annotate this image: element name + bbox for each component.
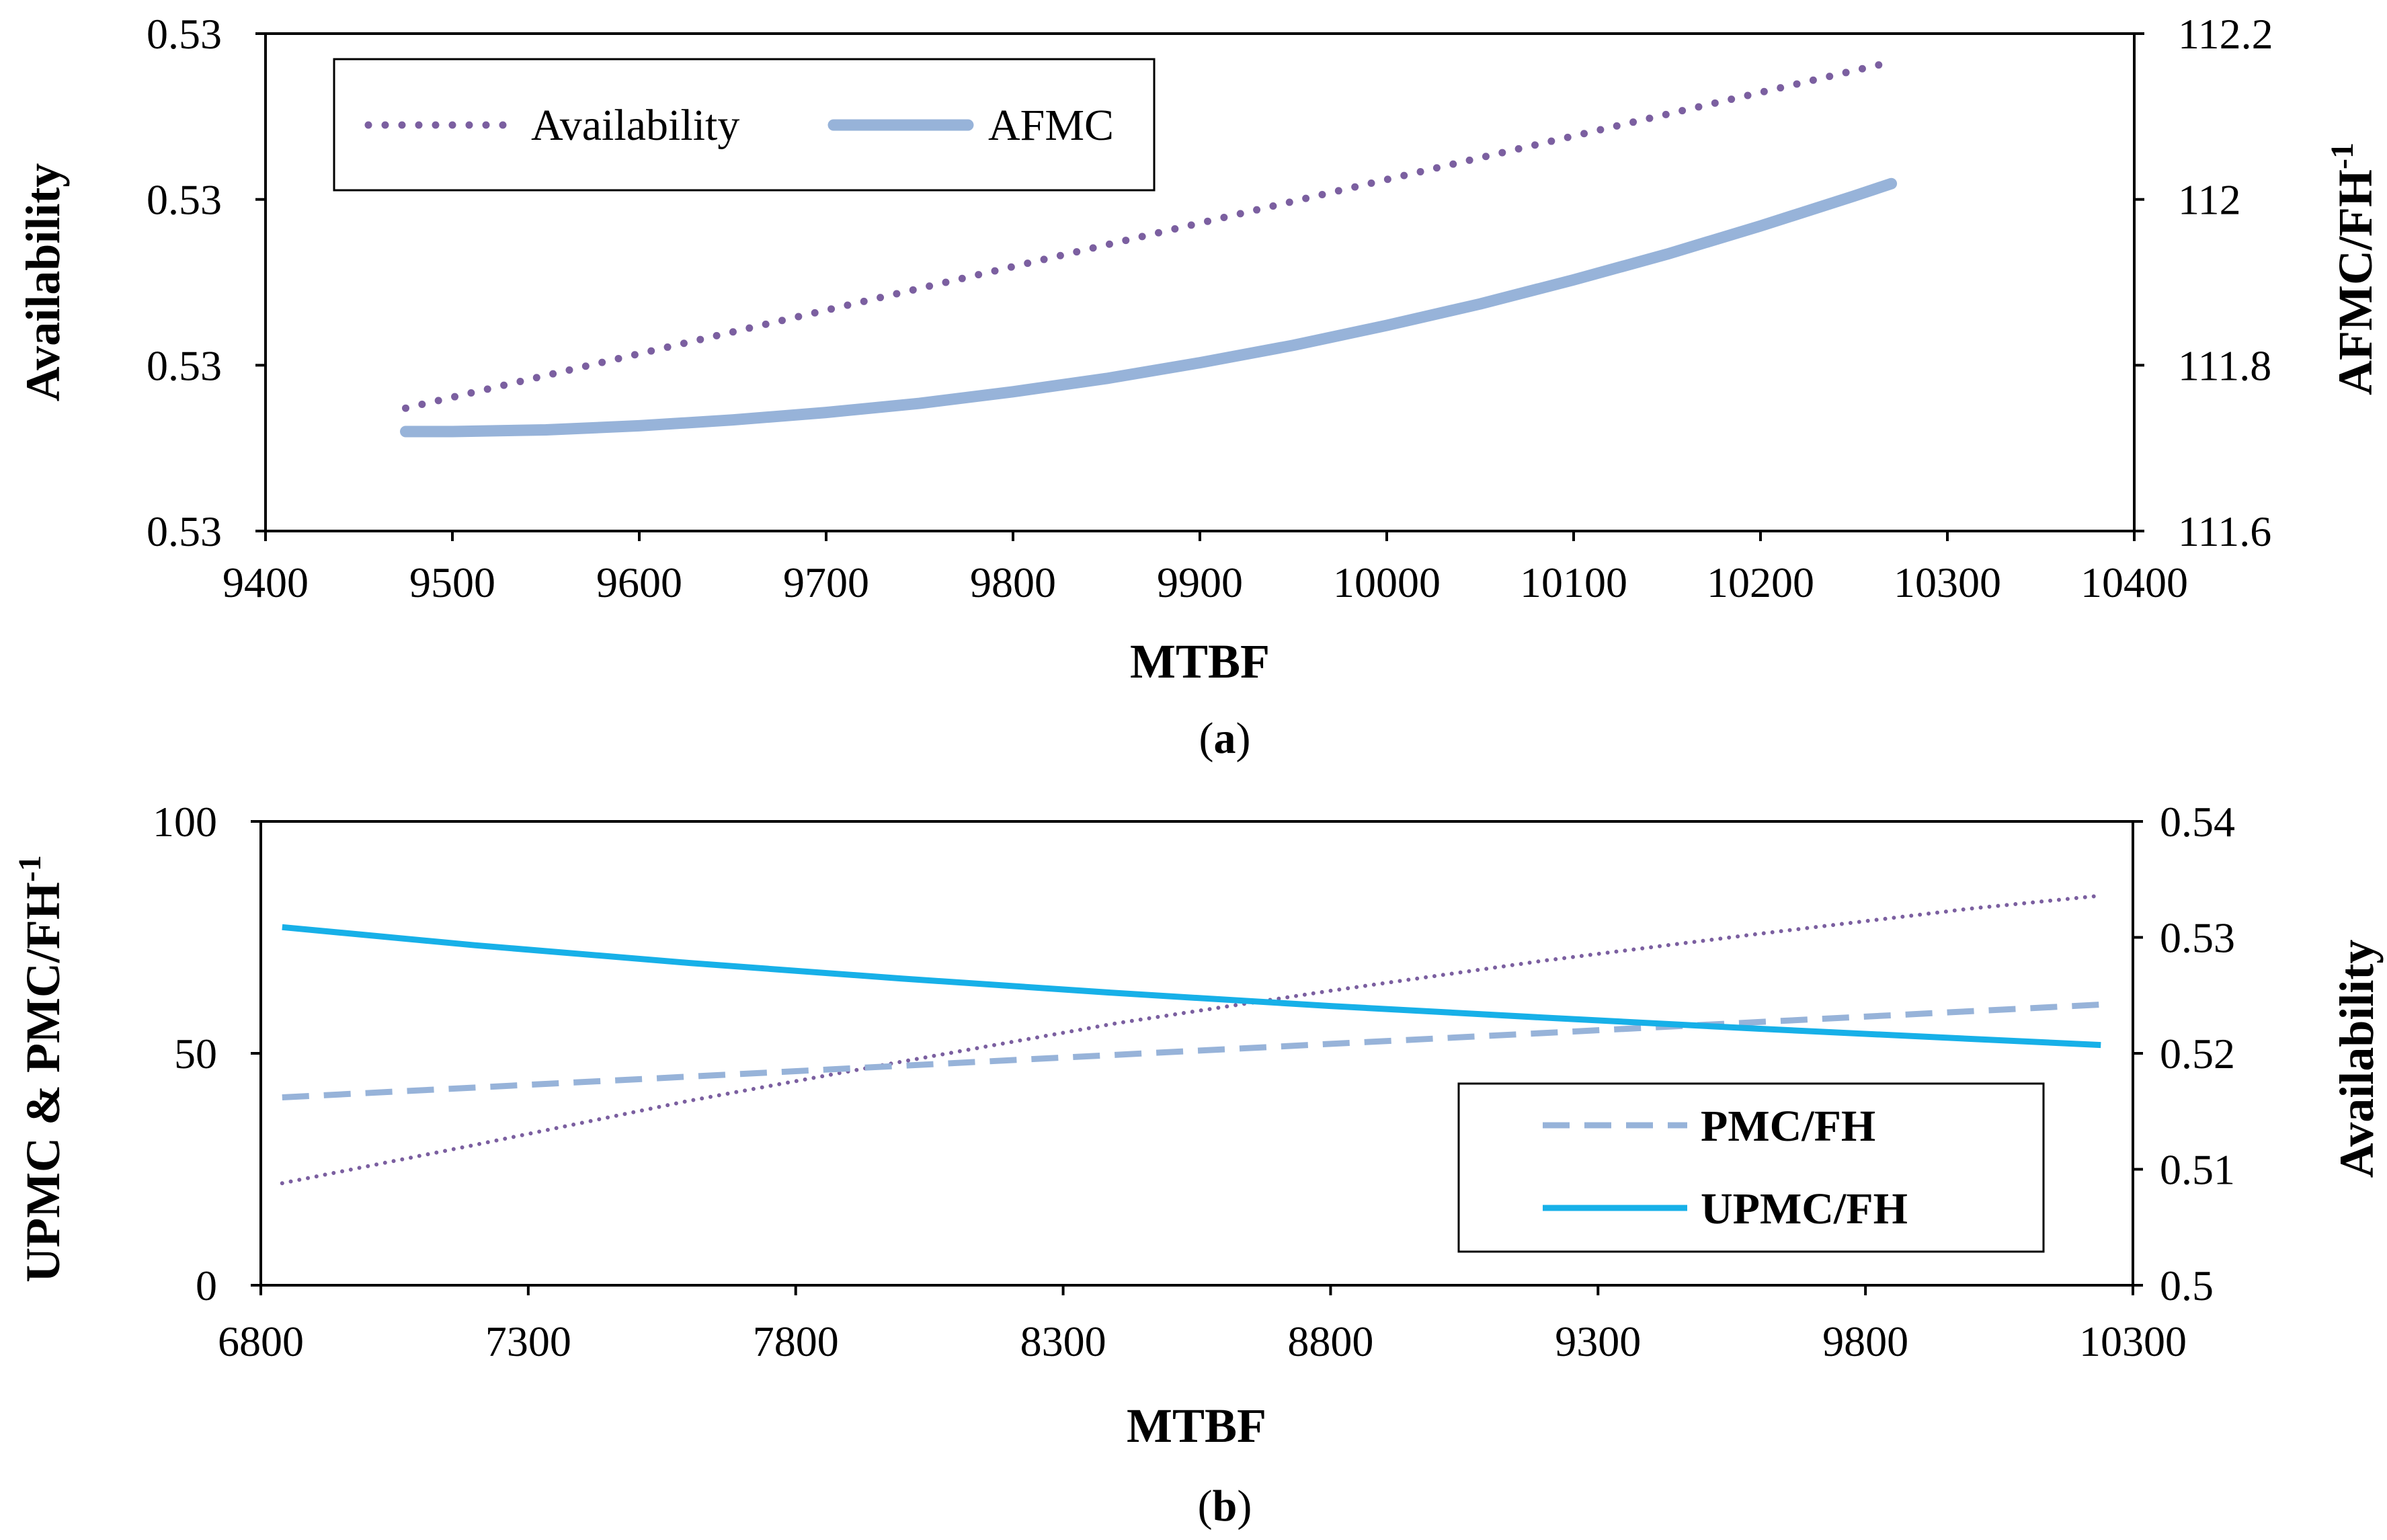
x-tick-label-b: 10300 [2079,1318,2187,1365]
y-right-tick-label-a: 112 [2178,176,2241,224]
y-right-tick-label-b: 0.53 [2160,914,2235,962]
y-right-tick-label-b: 0.51 [2160,1146,2235,1194]
x-axis-title-a: MTBF [1130,635,1270,688]
x-tick-label-a: 9900 [1157,559,1243,606]
x-tick-label-a: 9800 [970,559,1056,606]
series-b [280,893,2103,1186]
series-line-pmc-b [282,1002,2101,1100]
x-tick-labels-b: 6800 7300 7800 8300 8800 9300 9800 10300 [218,1318,2187,1365]
y-right-tick-label-b: 0.52 [2160,1030,2235,1078]
legend-box-b [1457,1082,2045,1253]
y-axis-title-left-a: Availability [16,163,70,402]
series-a [400,58,1898,438]
x-tick-label-b: 8300 [1020,1318,1106,1365]
y-axis-title-left-b: UPMC & PMC/FH-1 [12,855,70,1283]
x-tick-label-a: 9500 [409,559,495,606]
x-tick-label-a: 10300 [1894,559,2001,606]
y-axis-title-right-a-sup: -1 [2324,143,2360,169]
x-tick-label-a: 10000 [1333,559,1441,606]
panel-label-b: (b) [1198,1482,1252,1531]
series-line-upmc-b [282,924,2101,1049]
y-axis-title-right-a: AFMC/FH-1 [2324,143,2382,395]
y-axis-title-right-b: Availability [2330,940,2384,1178]
x-tick-label-a: 10400 [2080,559,2188,606]
y-right-tick-labels-a: 111.6 111.8 112 112.2 [2178,10,2273,555]
panel-label-a-letter: a [1214,714,1236,763]
x-tick-label-b: 6800 [218,1318,304,1365]
legend-label-afmc-a: AFMC [988,101,1114,150]
x-tick-label-b: 8800 [1287,1318,1373,1365]
x-tick-label-a: 9600 [596,559,682,606]
panel-b: 6800 7300 7800 8300 8800 9300 9800 10300 0 50 100… [12,798,2384,1531]
y-left-tick-label-b: 50 [174,1030,217,1078]
legend-label-pmc-b: PMC/FH [1701,1102,1875,1151]
y-axis-title-left-b-sup: -1 [12,855,48,882]
y-left-tick-label-a: 0.53 [147,176,222,224]
y-right-tick-labels-b: 0.5 0.51 0.52 0.53 0.54 [2160,798,2235,1309]
x-tick-label-b: 7300 [485,1318,571,1365]
y-left-tick-label-a: 0.53 [147,341,222,389]
x-axis-title-b: MTBF [1127,1399,1266,1453]
y-left-tick-labels-a: 0.53 0.53 0.53 0.53 [147,10,222,555]
legend-b: PMC/FH UPMC/FH [1457,1082,2045,1253]
y-right-tick-label-b: 0.54 [2160,798,2235,846]
y-right-tick-label-a: 111.6 [2178,508,2271,555]
x-tick-label-b: 9300 [1555,1318,1641,1365]
y-left-tick-label-a: 0.53 [147,508,222,555]
x-tick-label-a: 10200 [1707,559,1814,606]
y-right-tick-label-a: 112.2 [2178,10,2273,58]
tick-marks-a [255,32,2144,541]
tick-marks-b [251,820,2143,1295]
x-tick-labels-a: 9400 9500 9600 9700 9800 9900 10000 10100 10200 1… [222,559,2188,606]
panel-a: 9400 9500 9600 9700 9800 9900 10000 10100 10200 1… [16,10,2382,763]
legend-a: Availability AFMC [333,58,1156,192]
series-line-availability-a [402,58,1896,412]
x-tick-label-a: 9400 [222,559,309,606]
y-axis-title-right-a-main: AFMC/FH [2329,169,2382,395]
y-left-tick-labels-b: 0 50 100 [153,798,217,1309]
series-line-afmc-a [400,177,1898,438]
y-left-tick-label-b: 100 [153,798,217,846]
y-right-tick-label-a: 111.8 [2178,341,2271,389]
series-line-availability-b [280,893,2103,1186]
x-tick-label-b: 7800 [753,1318,839,1365]
legend-label-availability-a: Availability [531,101,739,150]
y-right-tick-label-b: 0.5 [2160,1262,2214,1309]
y-left-tick-label-a: 0.53 [147,10,222,58]
y-axis-title-left-b-main: UPMC & PMC/FH [16,882,70,1283]
panel-label-b-letter: b [1213,1482,1238,1531]
x-tick-label-a: 10100 [1520,559,1627,606]
panel-label-a: (a) [1199,714,1251,763]
y-left-tick-label-b: 0 [196,1262,217,1309]
x-tick-label-b: 9800 [1822,1318,1908,1365]
x-tick-label-a: 9700 [783,559,869,606]
legend-label-upmc-b: UPMC/FH [1701,1184,1908,1233]
